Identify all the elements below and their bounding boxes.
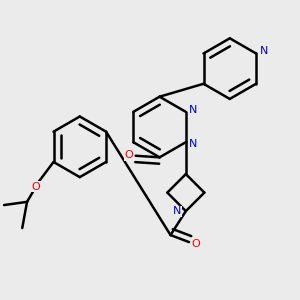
- Text: N: N: [189, 105, 197, 115]
- Text: O: O: [192, 239, 200, 249]
- Text: O: O: [32, 182, 40, 192]
- Text: N: N: [189, 139, 197, 149]
- Text: N: N: [173, 206, 181, 216]
- Text: N: N: [260, 46, 268, 56]
- Text: O: O: [124, 150, 133, 160]
